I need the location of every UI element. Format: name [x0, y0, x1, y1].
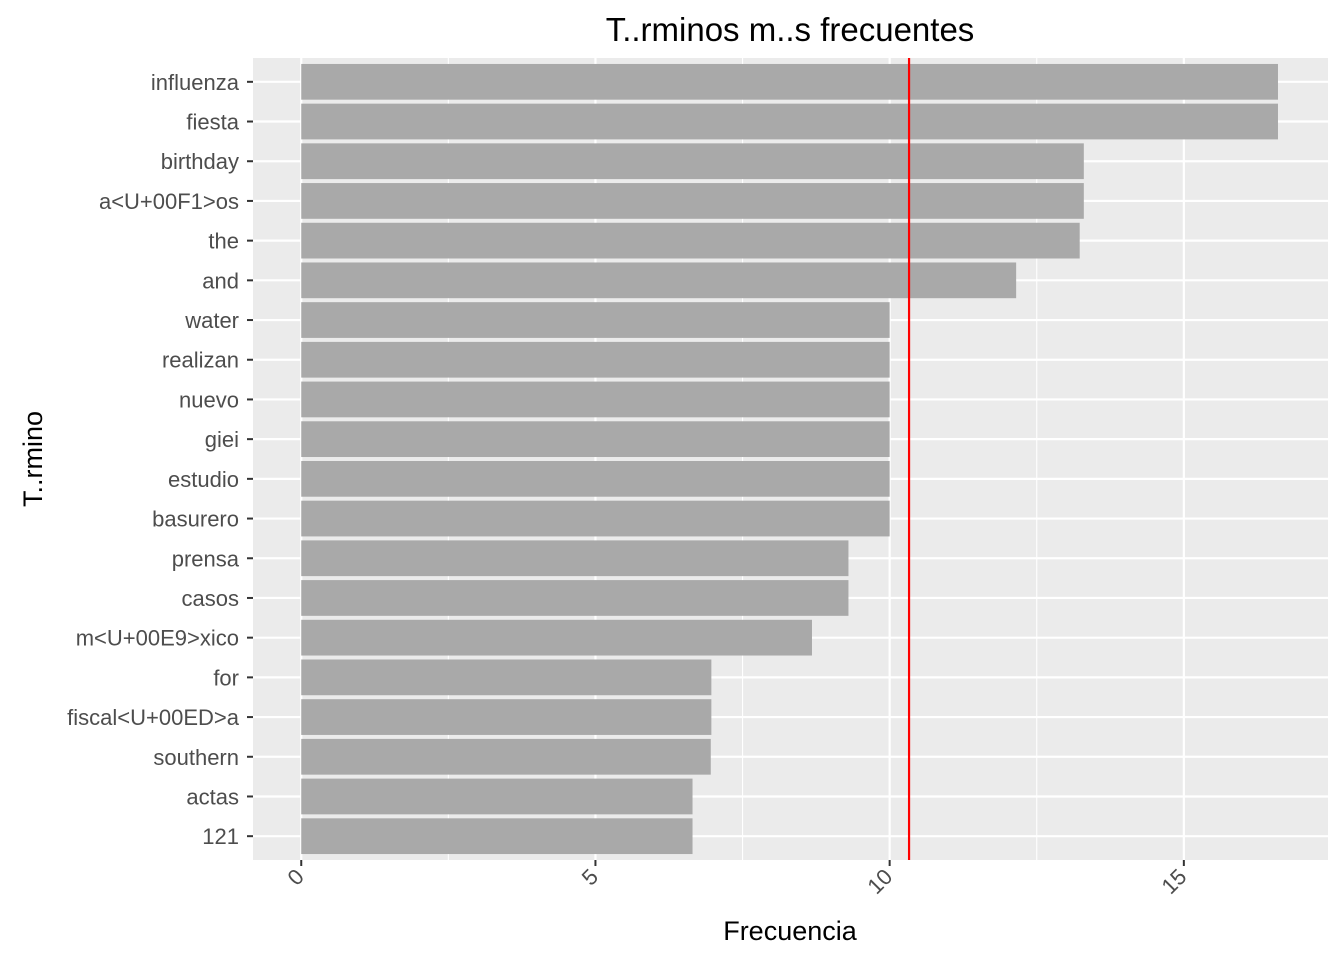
bar-17 — [301, 699, 712, 735]
bar-9 — [301, 381, 890, 418]
y-tick-label: actas — [186, 784, 239, 809]
y-tick-label: the — [208, 229, 239, 254]
y-tick-label: a<U+00F1>os — [99, 189, 239, 214]
x-tick-label: 10 — [862, 864, 897, 899]
y-tick-label: fiscal<U+00ED>a — [67, 705, 240, 730]
y-tick-label: fiesta — [186, 110, 239, 135]
x-axis-title: Frecuencia — [723, 916, 858, 946]
y-tick-label: birthday — [161, 149, 239, 174]
bar-3 — [301, 143, 1084, 180]
bar-1 — [301, 63, 1278, 100]
x-axis: 0 5 10 15 — [283, 860, 1191, 899]
y-tick-label: water — [184, 308, 239, 333]
bar-4 — [301, 183, 1084, 219]
bar-8 — [301, 341, 890, 378]
y-tick-label: prensa — [172, 546, 240, 571]
bar-20 — [301, 818, 693, 855]
y-tick-label: casos — [182, 586, 239, 611]
x-tick-label: 5 — [577, 864, 603, 890]
y-tick-label: nuevo — [179, 387, 239, 412]
bar-19 — [301, 778, 693, 815]
bar-7 — [301, 302, 890, 338]
bar-15 — [301, 619, 812, 656]
bar-18 — [301, 738, 711, 775]
bars — [301, 63, 1278, 855]
y-tick-label: for — [213, 665, 239, 690]
y-tick-label: m<U+00E9>xico — [76, 626, 239, 651]
y-tick-label: influenza — [151, 70, 240, 95]
y-tick-label: basurero — [152, 507, 239, 532]
y-axis: influenza fiesta birthday a<U+00F1>os the and… — [67, 70, 253, 849]
bar-14 — [301, 580, 849, 616]
bar-11 — [301, 460, 890, 497]
x-tick-label: 15 — [1156, 864, 1191, 899]
bar-16 — [301, 659, 712, 696]
y-tick-label: southern — [153, 745, 239, 770]
x-tick-label: 0 — [283, 864, 309, 890]
y-axis-title: T..rmino — [18, 411, 48, 507]
bar-12 — [301, 500, 890, 537]
bar-13 — [301, 540, 849, 577]
y-tick-label: estudio — [168, 467, 239, 492]
y-tick-label: giei — [205, 427, 239, 452]
chart-title: T..rminos m..s frecuentes — [606, 11, 975, 48]
y-tick-label: 121 — [202, 824, 239, 849]
bar-5 — [301, 222, 1080, 259]
y-tick-label: realizan — [162, 348, 239, 373]
bar-6 — [301, 262, 1017, 299]
bar-2 — [301, 103, 1278, 140]
bar-10 — [301, 421, 890, 458]
y-tick-label: and — [202, 268, 239, 293]
